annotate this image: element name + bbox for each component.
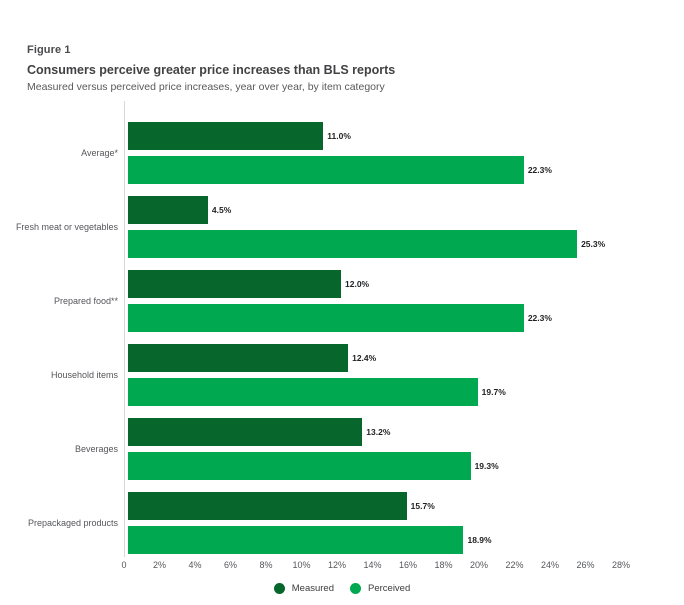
measured-bar xyxy=(128,122,324,150)
x-tick-label: 20% xyxy=(469,560,489,570)
bar-line: 18.9% xyxy=(125,526,622,554)
legend: Measured Perceived xyxy=(0,583,684,594)
bar-line: 13.2% xyxy=(125,418,622,446)
measured-bar xyxy=(128,492,407,520)
perceived-bar xyxy=(128,156,524,184)
bar-line: 19.3% xyxy=(125,452,622,480)
value-label: 22.3% xyxy=(527,313,552,323)
category-label: Household items xyxy=(50,370,118,380)
perceived-legend-dot-icon xyxy=(350,583,361,594)
category-label: Average* xyxy=(81,148,118,158)
x-tick-label: 26% xyxy=(576,560,595,570)
measured-bar xyxy=(128,196,208,224)
x-tick-label: 22% xyxy=(505,560,524,570)
perceived-bar xyxy=(128,304,524,332)
x-tick-label: 16% xyxy=(398,560,418,570)
x-axis: 0 2% 4% 6% 8% 10% 12% 14% 16% 18% 20% 22% 24% 26% 28% xyxy=(121,560,630,572)
measured-bar xyxy=(128,344,349,372)
bar-line: 25.3% xyxy=(125,230,622,258)
bar-line: 19.7% xyxy=(125,378,622,406)
value-label: 11.0% xyxy=(327,131,351,141)
bar-pair: Beverages 13.2% 19.3% xyxy=(75,418,622,480)
value-label: 12.4% xyxy=(352,353,377,363)
bar-pair: Average* 11.0% 22.3% xyxy=(81,122,622,184)
value-label: 19.7% xyxy=(481,387,506,397)
x-tick-label: 24% xyxy=(540,560,560,570)
value-label: 12.0% xyxy=(345,279,370,289)
value-label: 4.5% xyxy=(211,205,232,215)
perceived-bar xyxy=(128,526,464,554)
x-tick-label: 14% xyxy=(363,560,382,570)
bar-pair: Household items 12.4% 19.7% xyxy=(51,344,622,406)
bar-pair: Prepackaged products 15.7% 18.9% xyxy=(28,492,622,554)
chart-subtitle: Measured versus perceived price increase… xyxy=(27,81,385,93)
value-label: 22.3% xyxy=(527,165,552,175)
category-label: Beverages xyxy=(74,444,118,454)
measured-bar xyxy=(128,270,341,298)
x-tick-label: 12% xyxy=(327,560,347,570)
bar-line: 22.3% xyxy=(125,156,622,184)
legend-item-perceived: Perceived xyxy=(350,583,410,594)
value-label: 18.9% xyxy=(467,535,492,545)
x-tick-label: 4% xyxy=(188,560,202,570)
chart-header: Figure 1 Consumers perceive greater pric… xyxy=(27,44,684,93)
figure-label: Figure 1 xyxy=(27,44,71,56)
perceived-bar xyxy=(128,230,578,258)
bar-pair: Fresh meat or vegetables 4.5% 25.3% xyxy=(16,196,622,258)
category-label: Prepared food** xyxy=(53,296,118,306)
bar-line: 4.5% xyxy=(125,196,622,224)
value-label: 13.2% xyxy=(366,427,391,437)
bar-pair: Prepared food** 12.0% 22.3% xyxy=(54,270,622,332)
x-tick-label: 2% xyxy=(152,560,167,570)
value-label: 25.3% xyxy=(581,239,606,249)
x-tick-label: 8% xyxy=(259,560,273,570)
plot-area: Average* 11.0% 22.3% Fresh meat or vegetabl… xyxy=(16,101,622,557)
legend-item-measured: Measured xyxy=(273,583,334,594)
legend-label: Perceived xyxy=(368,583,411,594)
bar-line: 12.4% xyxy=(125,344,622,372)
chart-title: Consumers perceive greater price increas… xyxy=(27,63,396,77)
legend-label: Measured xyxy=(291,583,334,594)
x-tick-label: 10% xyxy=(292,560,311,570)
bar-line: 22.3% xyxy=(125,304,622,332)
perceived-bar xyxy=(128,378,478,406)
bar-line: 15.7% xyxy=(125,492,622,520)
value-label: 19.3% xyxy=(474,461,499,471)
measured-bar xyxy=(128,418,363,446)
x-tick-label: 6% xyxy=(223,560,238,570)
category-label: Fresh meat or vegetables xyxy=(15,222,118,232)
x-tick-label: 0 xyxy=(121,560,127,570)
value-label: 15.7% xyxy=(410,501,435,511)
x-tick-label: 18% xyxy=(434,560,453,570)
bar-line: 12.0% xyxy=(125,270,622,298)
perceived-bar xyxy=(128,452,471,480)
bar-line: 11.0% xyxy=(125,122,622,150)
x-tick-label: 28% xyxy=(611,560,631,570)
category-label: Prepackaged products xyxy=(27,518,118,528)
measured-legend-dot-icon xyxy=(273,583,285,594)
